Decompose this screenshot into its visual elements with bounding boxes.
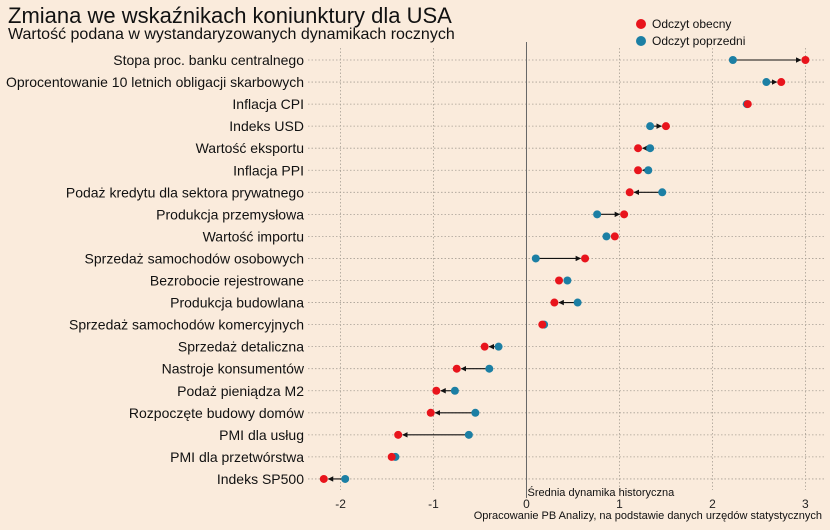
- point-current: [777, 78, 786, 87]
- category-label: Podaż pieniądza M2: [177, 383, 304, 399]
- source-caption: Opracowanie PB Analizy, na podstawie dan…: [473, 510, 822, 522]
- point-current: [394, 430, 403, 439]
- x-axis-ticks: -2 -1 0 1 2 3: [335, 497, 809, 511]
- category-label: Nastroje konsumentów: [162, 361, 305, 377]
- category-label: Wartość eksportu: [196, 140, 304, 156]
- point-current: [634, 166, 643, 175]
- point-previous: [646, 144, 655, 153]
- category-label: PMI dla przetwórstwa: [170, 449, 304, 465]
- x-tick-label: 3: [802, 497, 809, 511]
- category-label: Sprzedaż detaliczna: [178, 339, 304, 355]
- category-label: Oprocentowanie 10 letnich obligacji skar…: [6, 74, 304, 90]
- legend-item-previous: Odczyt poprzedni: [636, 32, 745, 49]
- legend-item-current: Odczyt obecny: [636, 15, 745, 32]
- x-tick-label: -1: [428, 497, 439, 511]
- category-label: Podaż kredytu dla sektora prywatnego: [66, 184, 304, 200]
- category-label: Produkcja przemysłowa: [156, 206, 304, 222]
- legend: Odczyt obecny Odczyt poprzedni: [636, 15, 745, 49]
- point-previous: [728, 56, 737, 64]
- point-previous: [602, 232, 611, 241]
- point-current: [634, 144, 643, 153]
- point-previous: [593, 210, 602, 219]
- chart-subtitle: Wartość podana w wystandaryzowanych dyna…: [8, 26, 455, 43]
- category-labels: Stopa proc. banku centralnego Oprocentowa…: [6, 52, 305, 487]
- point-previous: [341, 474, 350, 483]
- point-previous: [762, 78, 771, 87]
- point-previous: [485, 364, 494, 373]
- category-label: PMI dla usług: [219, 427, 304, 443]
- category-label: Stopa proc. banku centralnego: [113, 52, 304, 68]
- point-previous: [494, 342, 503, 351]
- legend-label-current: Odczyt obecny: [652, 16, 732, 31]
- point-current: [480, 342, 489, 351]
- category-label: Indeks SP500: [217, 471, 304, 487]
- point-current: [538, 320, 547, 329]
- category-label: Sprzedaż samochodów osobowych: [85, 250, 304, 266]
- point-current: [387, 452, 396, 461]
- point-previous: [450, 386, 459, 395]
- point-previous: [531, 254, 540, 263]
- point-current: [625, 188, 634, 197]
- point-current: [620, 210, 629, 219]
- point-previous: [573, 298, 582, 307]
- category-label: Produkcja budowlana: [170, 295, 304, 311]
- category-label: Inflacja CPI: [232, 96, 304, 112]
- point-previous: [658, 188, 667, 197]
- category-label: Bezrobocie rejestrowane: [150, 273, 304, 289]
- category-label: Wartość importu: [203, 228, 304, 244]
- point-previous: [644, 166, 653, 175]
- x-tick-label: -2: [335, 497, 346, 511]
- reference-line-group: Średnia dynamika historyczna: [525, 42, 675, 499]
- point-previous: [471, 408, 480, 417]
- reference-line-label: Średnia dynamika historyczna: [527, 486, 675, 499]
- point-current: [801, 56, 810, 64]
- point-current: [426, 408, 435, 417]
- point-current: [550, 298, 559, 307]
- category-label: Rozpoczęte budowy domów: [129, 405, 305, 421]
- point-current: [743, 100, 752, 109]
- arrows: [327, 57, 802, 482]
- x-tick-label: 1: [616, 497, 623, 511]
- grid: [308, 48, 824, 490]
- x-tick-label: 2: [709, 497, 716, 511]
- point-current: [661, 122, 670, 131]
- point-current: [610, 232, 619, 241]
- point-previous: [464, 430, 473, 439]
- point-current: [432, 386, 441, 395]
- point-current: [555, 276, 564, 285]
- points: [319, 56, 810, 483]
- category-label: Sprzedaż samochodów komercyjnych: [69, 317, 304, 333]
- category-label: Indeks USD: [229, 118, 304, 134]
- x-tick-label: 0: [523, 497, 530, 511]
- category-label: Inflacja PPI: [233, 162, 304, 178]
- chart-title: Zmiana we wskaźnikach koniunktury dla US…: [8, 3, 452, 28]
- legend-swatch-previous-icon: [636, 35, 646, 46]
- point-current: [581, 254, 590, 263]
- legend-swatch-current-icon: [636, 18, 646, 29]
- point-previous: [563, 276, 572, 285]
- point-previous: [646, 122, 655, 131]
- point-current: [452, 364, 461, 373]
- legend-label-previous: Odczyt poprzedni: [652, 33, 746, 48]
- point-current: [319, 474, 328, 483]
